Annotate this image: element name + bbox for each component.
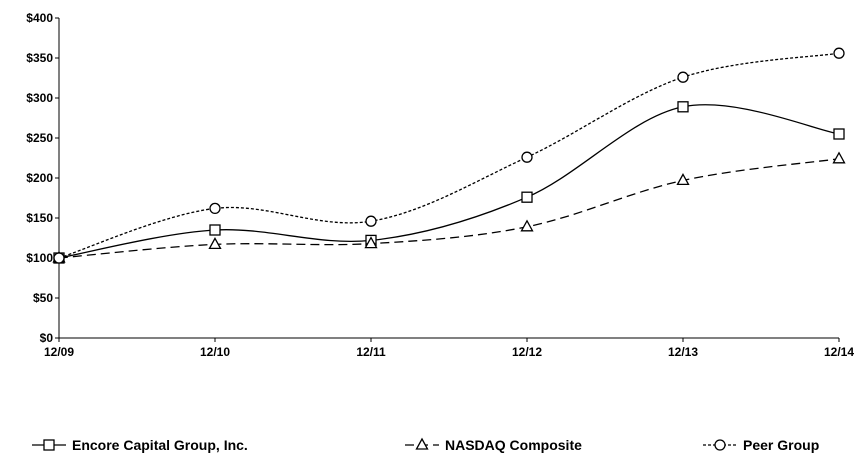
data-point: [364, 236, 378, 249]
series-0: [53, 101, 845, 264]
legend: Encore Capital Group, Inc. NASDAQ Composi…: [32, 437, 819, 453]
legend-label: Encore Capital Group, Inc.: [72, 437, 248, 453]
series-2: [53, 47, 845, 264]
x-tick-label: 12/09: [44, 345, 74, 359]
x-ticks: 12/09 12/10 12/11 12/12 12/13 12/14: [44, 338, 854, 359]
x-tick-label: 12/11: [356, 345, 386, 359]
legend-item: Peer Group: [703, 437, 819, 453]
data-point: [521, 191, 533, 203]
legend-item: Encore Capital Group, Inc.: [32, 437, 248, 453]
series-line: [58, 158, 840, 259]
data-point: [209, 202, 221, 215]
y-tick-label: $200: [26, 171, 53, 185]
series-line: [58, 104, 840, 259]
legend-marker: [43, 439, 55, 451]
legend-marker: [415, 437, 429, 450]
series-1: [52, 151, 846, 263]
x-tick-label: 12/14: [824, 345, 854, 359]
x-tick-label: 12/13: [668, 345, 698, 359]
legend-label: Peer Group: [743, 437, 819, 453]
y-tick-label: $100: [26, 251, 53, 265]
y-tick-label: $50: [33, 291, 53, 305]
y-tick-label: $400: [26, 11, 53, 25]
data-point: [365, 215, 377, 227]
data-point: [833, 128, 845, 140]
x-tick-label: 12/10: [200, 345, 230, 359]
legend-marker: [714, 439, 726, 451]
y-tick-label: $0: [40, 331, 54, 345]
series-line: [58, 52, 840, 259]
data-point: [521, 151, 533, 163]
legend-item: NASDAQ Composite: [405, 437, 582, 453]
data-point: [833, 47, 845, 59]
axes: [58, 18, 839, 339]
data-point: [53, 252, 65, 264]
y-ticks: $0 $50 $100 $150 $200 $250 $300 $350 $400: [26, 11, 59, 345]
data-point: [676, 173, 690, 186]
series-layer: [52, 47, 846, 264]
data-point: [832, 151, 846, 164]
y-tick-label: $350: [26, 51, 53, 65]
y-tick-label: $300: [26, 91, 53, 105]
legend-label: NASDAQ Composite: [445, 437, 582, 453]
data-point: [677, 71, 689, 83]
data-point: [520, 219, 534, 232]
x-tick-label: 12/12: [512, 345, 542, 359]
data-point: [677, 101, 689, 113]
data-point: [208, 237, 222, 250]
y-tick-label: $250: [26, 131, 53, 145]
data-point: [209, 224, 221, 236]
y-tick-label: $150: [26, 211, 53, 225]
